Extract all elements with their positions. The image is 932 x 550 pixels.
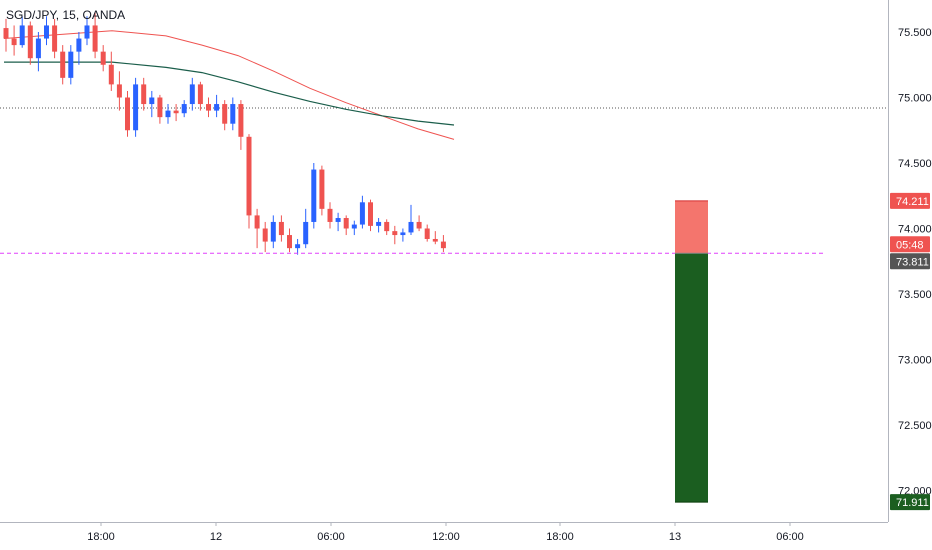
price-tick-label: 72.500	[898, 420, 932, 432]
time-tick-label: 13	[669, 531, 681, 543]
candle-body[interactable]	[189, 84, 195, 105]
candle-body[interactable]	[173, 110, 179, 114]
candle-body[interactable]	[295, 244, 301, 249]
candle-body[interactable]	[351, 224, 357, 229]
candle-body[interactable]	[60, 51, 66, 78]
moving-average-fast-line	[3, 30, 455, 140]
candle-body[interactable]	[68, 51, 74, 78]
target-price-badge-label: 71.911	[896, 497, 929, 509]
candle-body[interactable]	[157, 97, 163, 118]
time-tick-label: 06:00	[317, 531, 345, 543]
candle-body[interactable]	[27, 25, 33, 59]
candle-body[interactable]	[408, 221, 414, 233]
price-tick-label: 75.000	[898, 93, 932, 105]
candle-body[interactable]	[416, 221, 422, 229]
candle-body[interactable]	[254, 215, 260, 229]
candle-body[interactable]	[3, 28, 9, 39]
candle-body[interactable]	[335, 218, 341, 222]
time-axis[interactable]: 18:00 12 06:00 12:00 18:00 13 06:00	[87, 522, 804, 543]
candle-body[interactable]	[206, 104, 211, 111]
candle-body[interactable]	[230, 104, 236, 124]
bar-timer-badge	[890, 236, 930, 253]
candle-body[interactable]	[424, 228, 430, 239]
current-price-badge	[890, 253, 930, 270]
price-tick-label: 73.500	[898, 289, 932, 301]
candle-body[interactable]	[100, 51, 106, 65]
candle-body[interactable]	[392, 231, 398, 236]
candle-body[interactable]	[359, 202, 365, 225]
candle-body[interactable]	[125, 97, 130, 131]
candle-body[interactable]	[327, 208, 333, 222]
candle-body[interactable]	[108, 64, 114, 85]
candle-body[interactable]	[303, 221, 309, 245]
candle-body[interactable]	[440, 241, 446, 249]
price-badges: 74.211 05:48 73.811 71.911	[890, 192, 930, 511]
candle-body[interactable]	[278, 221, 284, 236]
current-price-badge-label: 73.811	[896, 256, 929, 268]
candle-body[interactable]	[376, 221, 382, 226]
candle-body[interactable]	[44, 25, 49, 39]
candle-body[interactable]	[52, 25, 58, 52]
candle-body[interactable]	[84, 25, 90, 39]
price-tick-label: 75.500	[898, 27, 932, 39]
candle-body[interactable]	[181, 104, 187, 114]
candle-body[interactable]	[11, 38, 17, 46]
candle-body[interactable]	[165, 110, 171, 118]
candle-body[interactable]	[343, 218, 349, 229]
candle-body[interactable]	[19, 25, 25, 46]
time-tick-label: 12	[210, 531, 222, 543]
candle-body[interactable]	[222, 104, 228, 124]
candle-body[interactable]	[432, 238, 438, 242]
candlestick-series[interactable]	[3, 12, 446, 255]
candle-body[interactable]	[149, 97, 155, 105]
candle-body[interactable]	[133, 84, 139, 131]
candle-body[interactable]	[214, 104, 220, 111]
stop-price-badge	[890, 192, 930, 209]
price-tick-label: 73.000	[898, 355, 932, 367]
candle-body[interactable]	[76, 38, 82, 52]
price-tick-label: 74.500	[898, 158, 932, 170]
candle-body[interactable]	[141, 84, 147, 105]
candle-body[interactable]	[384, 221, 390, 232]
candle-body[interactable]	[287, 235, 292, 249]
price-axis[interactable]: 75.500 75.000 74.500 74.000 73.500 73.000 72.5…	[898, 27, 932, 498]
candle-body[interactable]	[262, 228, 268, 242]
candle-body[interactable]	[270, 221, 276, 242]
candle-body[interactable]	[35, 38, 41, 59]
time-tick-label: 06:00	[776, 531, 804, 543]
moving-average-lines	[3, 30, 455, 140]
target-price-badge	[890, 494, 930, 511]
stop-price-badge-label: 74.211	[896, 196, 929, 208]
time-tick-label: 12:00	[432, 531, 460, 543]
candle-body[interactable]	[246, 136, 252, 216]
candle-body[interactable]	[311, 169, 317, 222]
take-profit-zone[interactable]	[675, 253, 708, 503]
candle-body[interactable]	[197, 84, 203, 105]
candle-body[interactable]	[238, 104, 244, 137]
candle-body[interactable]	[319, 169, 325, 209]
candle-body[interactable]	[116, 84, 122, 98]
time-tick-label: 18:00	[87, 531, 115, 543]
candle-body[interactable]	[92, 25, 98, 52]
price-tick-label: 74.000	[898, 224, 932, 236]
bar-timer-label: 05:48	[896, 239, 924, 251]
short-position-tool[interactable]	[675, 200, 708, 503]
time-tick-label: 18:00	[546, 531, 574, 543]
candle-body[interactable]	[368, 202, 373, 226]
candle-body[interactable]	[400, 232, 406, 236]
symbol-title[interactable]: SGD/JPY, 15, OANDA	[6, 8, 126, 22]
stop-loss-zone[interactable]	[675, 200, 708, 254]
